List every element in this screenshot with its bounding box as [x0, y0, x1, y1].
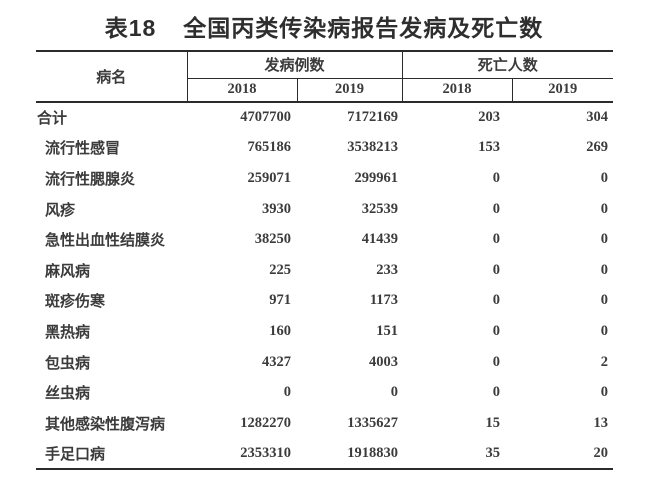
deaths-2018-cell: 0 — [492, 353, 501, 370]
disease-name-cell: 麻风病 — [45, 263, 91, 280]
disease-statistics-table: 病名 发病例数 死亡人数 2018 2019 2018 2019 合计 4707… — [36, 50, 614, 471]
cases-2019-cell: 151 — [376, 322, 399, 339]
cases-2019-cell: 1335627 — [347, 414, 399, 431]
table-body: 合计 4707700 7172169 203 304 流行性感冒 765186 … — [36, 102, 613, 469]
table-title-text: 全国丙类传染病报告发病及死亡数 — [183, 15, 544, 41]
table-row: 斑疹伤寒 971 1173 0 0 — [36, 286, 613, 317]
deaths-2019-cell: 0 — [600, 231, 609, 248]
cases-2018-cell: 4327 — [262, 353, 291, 370]
cases-2018-cell: 3930 — [262, 200, 291, 217]
disease-name-cell: 风疹 — [45, 202, 76, 219]
cases-2018-cell: 225 — [269, 261, 291, 278]
table-row: 麻风病 225 233 0 0 — [36, 255, 613, 286]
disease-name-cell: 黑热病 — [45, 324, 91, 341]
cases-2019-cell: 1918830 — [347, 444, 399, 461]
deaths-2018-cell: 0 — [492, 322, 501, 339]
cases-2018-cell: 0 — [283, 384, 291, 401]
table-row: 风疹 3930 32539 0 0 — [36, 194, 613, 225]
column-header-cases-2019: 2019 — [297, 78, 403, 103]
deaths-2018-cell: 0 — [492, 200, 501, 217]
cases-2019-cell: 299961 — [354, 169, 399, 186]
column-group-cases: 发病例数 — [187, 51, 403, 79]
cases-2019-cell: 3538213 — [347, 139, 399, 156]
cases-2019-cell: 32539 — [361, 200, 399, 217]
deaths-2019-cell: 0 — [600, 384, 609, 401]
cases-2018-cell: 2353310 — [240, 444, 291, 461]
column-header-cases-2018: 2018 — [187, 78, 298, 103]
cases-2019-cell: 1173 — [369, 292, 399, 309]
deaths-2018-cell: 0 — [492, 384, 501, 401]
table-title: 表18 全国丙类传染病报告发病及死亡数 — [0, 0, 648, 43]
column-header-deaths-2019: 2019 — [512, 78, 614, 103]
deaths-2019-cell: 0 — [600, 200, 609, 217]
disease-name-cell: 包虫病 — [45, 355, 91, 372]
cases-2019-cell: 0 — [390, 384, 399, 401]
deaths-2019-cell: 13 — [593, 414, 609, 431]
deaths-2018-cell: 0 — [492, 292, 501, 309]
table-row: 包虫病 4327 4003 0 2 — [36, 347, 613, 378]
table-row: 其他感染性腹泻病 1282270 1335627 15 13 — [36, 408, 613, 439]
table-number: 表18 — [104, 15, 157, 41]
deaths-2018-cell: 0 — [492, 169, 501, 186]
header-group-row: 病名 发病例数 死亡人数 — [36, 51, 614, 103]
disease-name-cell: 流行性感冒 — [45, 141, 121, 158]
deaths-2019-cell: 20 — [593, 444, 609, 461]
cases-2019-cell: 7172169 — [347, 109, 399, 126]
table-row: 流行性腮腺炎 259071 299961 0 0 — [36, 163, 613, 194]
deaths-2018-cell: 0 — [492, 261, 501, 278]
table-row-total: 合计 4707700 7172169 203 304 — [36, 102, 613, 133]
cases-2018-cell: 259071 — [247, 169, 292, 186]
deaths-2018-cell: 203 — [478, 109, 501, 126]
cases-2018-cell: 4707700 — [240, 109, 291, 126]
column-group-deaths: 死亡人数 — [402, 51, 614, 79]
deaths-2019-cell: 269 — [586, 139, 609, 156]
table-header: 病名 发病例数 死亡人数 2018 2019 2018 2019 — [36, 51, 614, 103]
disease-name-cell: 手足口病 — [45, 446, 106, 463]
deaths-2018-cell: 0 — [492, 231, 501, 248]
disease-name-cell: 流行性腮腺炎 — [45, 171, 136, 188]
table-row: 丝虫病 0 0 0 0 — [36, 377, 613, 408]
header-year-row: 2018 2019 2018 2019 — [36, 78, 614, 103]
cases-2018-cell: 160 — [269, 322, 291, 339]
disease-name-cell: 急性出血性结膜炎 — [45, 233, 166, 250]
cases-2018-cell: 971 — [269, 292, 291, 309]
disease-name-cell: 丝虫病 — [45, 386, 91, 403]
cases-2018-cell: 38250 — [254, 231, 291, 248]
cases-2018-cell: 1282270 — [240, 414, 291, 431]
deaths-2018-cell: 15 — [485, 414, 501, 431]
column-header-disease-name: 病名 — [36, 51, 188, 103]
deaths-2019-cell: 0 — [600, 322, 609, 339]
deaths-2019-cell: 0 — [600, 169, 609, 186]
deaths-2019-cell: 0 — [600, 261, 609, 278]
deaths-2019-cell: 0 — [600, 292, 609, 309]
cases-2019-cell: 233 — [376, 261, 399, 278]
table-row: 急性出血性结膜炎 38250 41439 0 0 — [36, 224, 613, 255]
deaths-2018-cell: 35 — [485, 444, 501, 461]
column-header-deaths-2018: 2018 — [402, 78, 513, 103]
cases-2019-cell: 41439 — [361, 231, 399, 248]
disease-name-cell: 合计 — [37, 111, 68, 128]
table-row: 手足口病 2353310 1918830 35 20 — [36, 439, 613, 470]
cases-2018-cell: 765186 — [247, 139, 292, 156]
table-row: 黑热病 160 151 0 0 — [36, 316, 613, 347]
deaths-2019-cell: 304 — [586, 109, 609, 126]
disease-name-cell: 斑疹伤寒 — [45, 294, 106, 311]
deaths-2019-cell: 2 — [600, 353, 609, 370]
disease-name-cell: 其他感染性腹泻病 — [45, 416, 166, 433]
deaths-2018-cell: 153 — [478, 139, 501, 156]
cases-2019-cell: 4003 — [369, 353, 399, 370]
table-row: 流行性感冒 765186 3538213 153 269 — [36, 133, 613, 164]
